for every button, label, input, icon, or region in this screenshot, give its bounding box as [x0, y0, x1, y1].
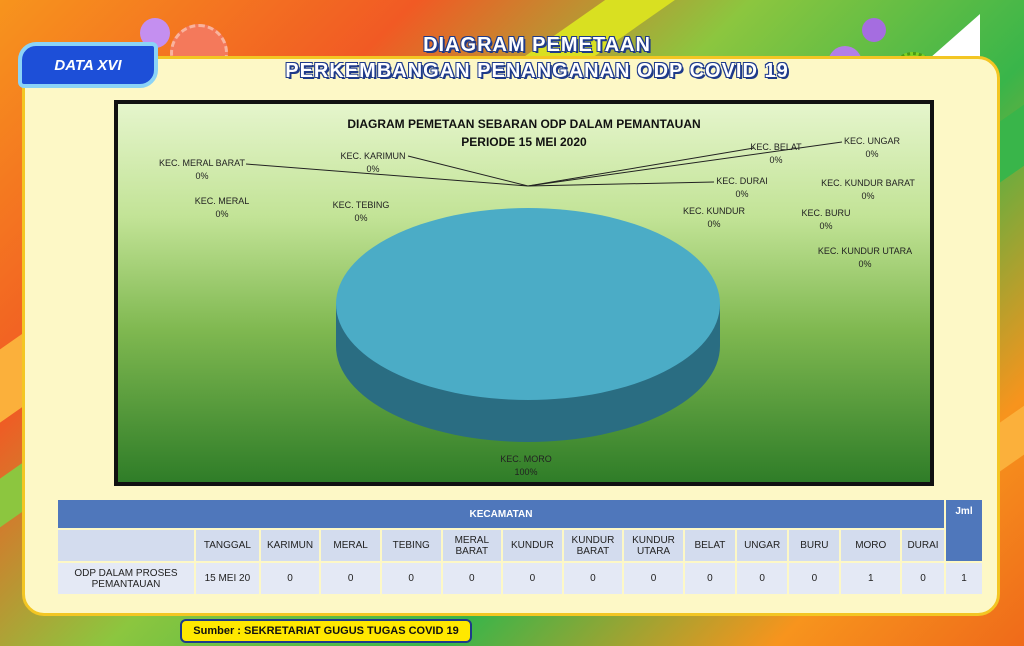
- column-header: DURAI: [902, 530, 944, 561]
- chart-subtitle: PERIODE 15 MEI 2020: [461, 135, 587, 149]
- slice-label: KEC. BURU: [801, 208, 850, 218]
- table-cell: 0: [789, 563, 840, 594]
- column-header: MERAL BARAT: [442, 530, 502, 561]
- column-header: KUNDUR BARAT: [563, 530, 623, 561]
- column-header: UNGAR: [737, 530, 788, 561]
- table-column-row: TANGGAL KARIMUN MERAL TEBING MERAL BARAT KUN…: [58, 530, 982, 561]
- slice-percent: 0%: [858, 259, 871, 269]
- column-header: MORO: [841, 530, 901, 561]
- slice-label: KEC. KARIMUN: [340, 151, 405, 161]
- column-header: TEBING: [381, 530, 441, 561]
- page-title: DIAGRAM PEMETAAN: [423, 34, 651, 56]
- leader-line: [527, 147, 755, 187]
- table-cell: 0: [624, 563, 683, 594]
- chart-title: DIAGRAM PEMETAAN SEBARAN ODP DALAM PEMAN…: [347, 117, 700, 131]
- slice-label: KEC. BELAT: [750, 142, 802, 152]
- table-cell: 0: [902, 563, 944, 594]
- slice-percent: 100%: [514, 467, 537, 477]
- leader-line: [527, 181, 715, 187]
- slice-percent: 0%: [215, 209, 228, 219]
- leader-line: [407, 155, 529, 187]
- data-badge: DATA XVI: [18, 42, 158, 88]
- column-header: KARIMUN: [260, 530, 320, 561]
- table-cell: 0: [442, 563, 502, 594]
- row-label-header: [58, 530, 194, 561]
- chart-panel: DIAGRAM PEMETAAN SEBARAN ODP DALAM PEMAN…: [114, 100, 934, 486]
- pie-chart: DIAGRAM PEMETAAN SEBARAN ODP DALAM PEMAN…: [159, 117, 915, 477]
- slice-label: KEC. KUNDUR UTARA: [818, 246, 912, 256]
- table-cell: 0: [684, 563, 736, 594]
- slice-percent: 0%: [707, 219, 720, 229]
- leader-line: [527, 141, 843, 187]
- slice-percent: 0%: [735, 189, 748, 199]
- data-table: KECAMATAN Jml TANGGAL KARIMUN MERAL TEBING…: [56, 498, 984, 596]
- slice-label: KEC. MORO: [500, 454, 552, 464]
- table-cell: 0: [381, 563, 441, 594]
- table-cell: 0: [260, 563, 320, 594]
- leader-line: [245, 163, 529, 187]
- row-date: 15 MEI 20: [196, 563, 259, 594]
- column-header: KUNDUR UTARA: [624, 530, 683, 561]
- virus-icon: [862, 18, 886, 42]
- column-header: MERAL: [321, 530, 380, 561]
- page-subtitle: PERKEMBANGAN PENANGANAN ODP COVID 19: [285, 60, 789, 82]
- slice-label: KEC. UNGAR: [844, 136, 901, 146]
- slice-label: KEC. KUNDUR: [683, 206, 746, 216]
- slice-percent: 0%: [819, 221, 832, 231]
- table-cell: 0: [503, 563, 562, 594]
- slice-percent: 0%: [195, 171, 208, 181]
- slice-label: KEC. MERAL BARAT: [159, 158, 246, 168]
- table-cell: 0: [737, 563, 788, 594]
- column-header: BELAT: [684, 530, 736, 561]
- group-header: KECAMATAN: [58, 500, 944, 528]
- slice-percent: 0%: [354, 213, 367, 223]
- column-header: KUNDUR: [503, 530, 562, 561]
- slice-percent: 0%: [861, 191, 874, 201]
- paper-plane-icon: [930, 14, 980, 58]
- table-cell: 1: [841, 563, 901, 594]
- slice-label: KEC. MERAL: [195, 196, 250, 206]
- slice-label: KEC. KUNDUR BARAT: [821, 178, 915, 188]
- row-total: 1: [946, 563, 982, 594]
- source-note: Sumber : SEKRETARIAT GUGUS TUGAS COVID 1…: [180, 619, 472, 643]
- pie-slice: [336, 208, 720, 400]
- slice-label: KEC. TEBING: [333, 200, 390, 210]
- slice-percent: 0%: [865, 149, 878, 159]
- table-header-row: KECAMATAN Jml: [58, 500, 982, 561]
- column-header: BURU: [789, 530, 840, 561]
- total-header: Jml: [946, 500, 982, 561]
- table-cell: 0: [321, 563, 380, 594]
- slice-label: KEC. DURAI: [716, 176, 768, 186]
- slice-percent: 0%: [769, 155, 782, 165]
- slice-percent: 0%: [366, 164, 379, 174]
- table-cell: 0: [563, 563, 623, 594]
- date-header: TANGGAL: [196, 530, 259, 561]
- row-label: ODP DALAM PROSES PEMANTAUAN: [58, 563, 194, 594]
